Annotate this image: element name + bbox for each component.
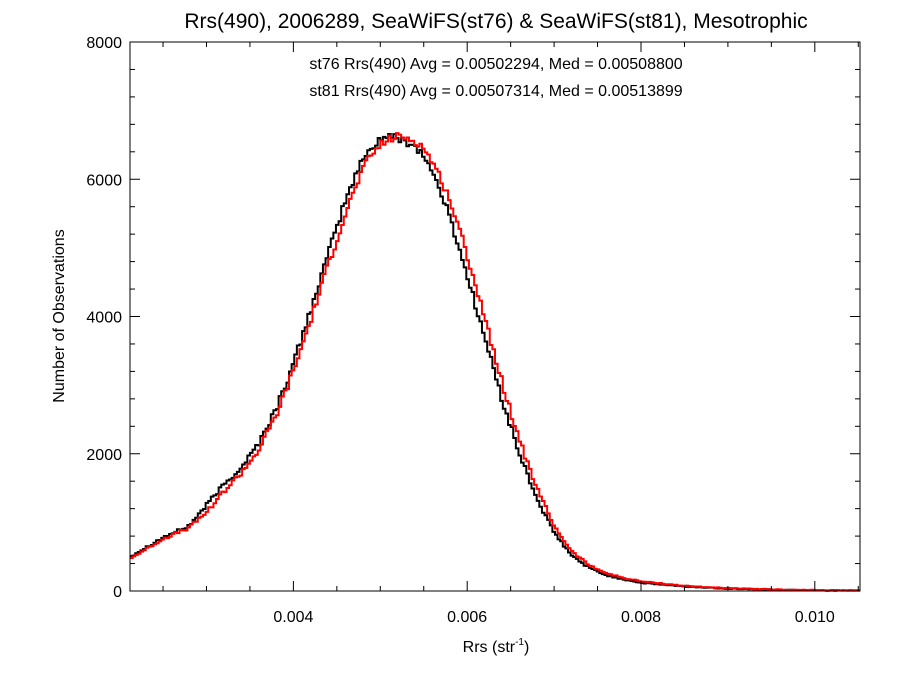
series-layer bbox=[130, 132, 860, 592]
x-tick-label: 0.006 bbox=[447, 609, 487, 626]
x-tick-label: 0.010 bbox=[795, 609, 835, 626]
x-axis-label-superscript: -1 bbox=[515, 637, 524, 648]
y-axis: 0 2000 4000 6000 8000 bbox=[86, 35, 860, 601]
x-axis-label-main: Rrs (str bbox=[463, 639, 516, 656]
annotation-st81: st81 Rrs(490) Avg = 0.00507314, Med = 0.… bbox=[309, 83, 682, 100]
x-tick-label: 0.008 bbox=[621, 609, 661, 626]
x-axis-label: Rrs (str-1) bbox=[463, 637, 530, 656]
y-tick-label: 6000 bbox=[86, 172, 122, 189]
y-tick-label: 2000 bbox=[86, 447, 122, 464]
y-tick-label: 0 bbox=[113, 584, 122, 601]
y-tick-label: 8000 bbox=[86, 35, 122, 52]
x-tick-label: 0.004 bbox=[273, 609, 313, 626]
annotation-st76: st76 Rrs(490) Avg = 0.00502294, Med = 0.… bbox=[309, 56, 682, 73]
x-axis: 0.004 0.006 0.008 0.010 bbox=[162, 42, 859, 626]
series-st81-line bbox=[130, 132, 860, 592]
y-axis-label: Number of Observations bbox=[51, 229, 68, 402]
chart-title: Rrs(490), 2006289, SeaWiFS(st76) & SeaWi… bbox=[184, 10, 807, 33]
x-axis-label-close: ) bbox=[524, 639, 529, 656]
y-tick-label: 4000 bbox=[86, 310, 122, 327]
